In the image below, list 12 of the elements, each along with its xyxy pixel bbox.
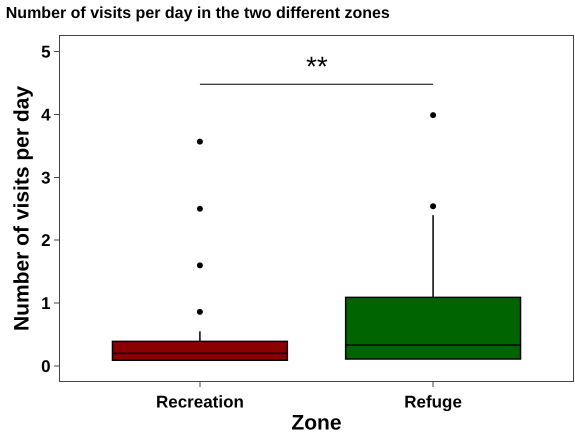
y-tick-label: 1 (41, 294, 51, 314)
y-tick-label: 3 (41, 168, 51, 188)
y-tick-label: 4 (41, 106, 52, 124)
y-tick-label: 5 (41, 42, 51, 62)
annotation: ** (306, 51, 328, 82)
x-tick-label: Recreation (156, 392, 244, 412)
x-tick-label: Refuge (404, 392, 462, 412)
y-tick-label: 2 (41, 231, 51, 250)
x-axis-title: Zone (291, 412, 342, 435)
y-tick-label: 0 (41, 356, 51, 376)
y-axis-title: Number of visits per day (10, 86, 34, 332)
chart-title: Number of visits per day in the two different zones (6, 4, 390, 22)
